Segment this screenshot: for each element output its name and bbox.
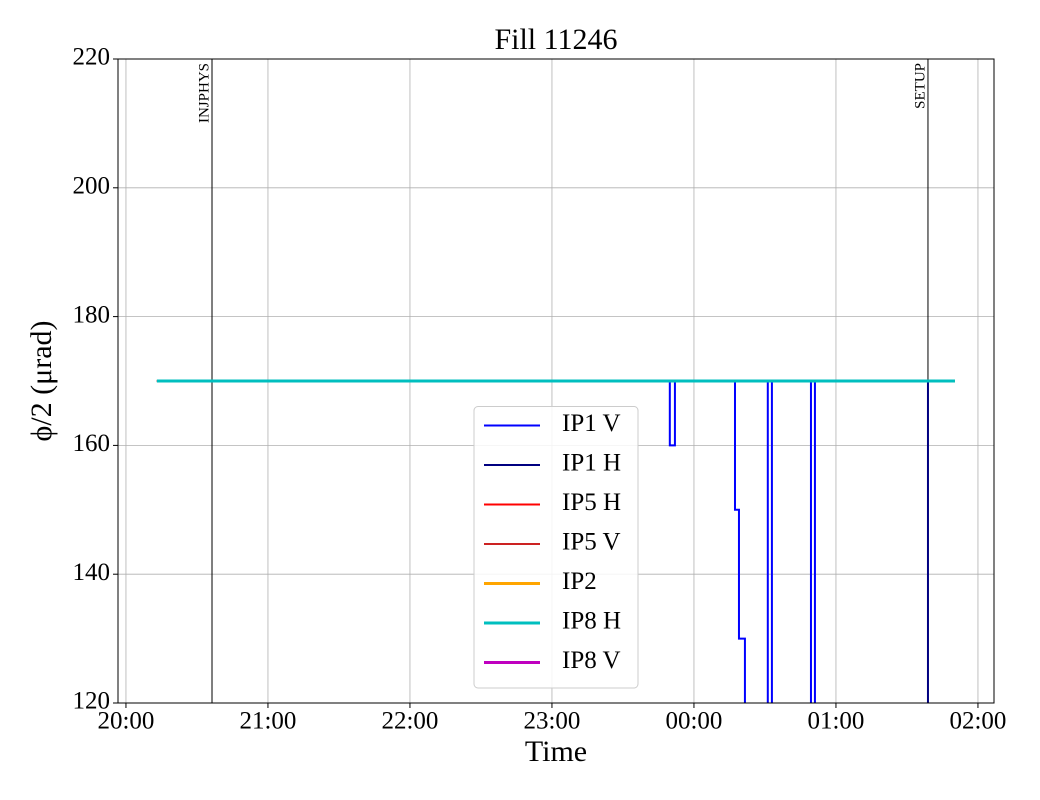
legend-label: IP5 V (562, 529, 621, 556)
legend-label: IP1 H (562, 450, 621, 477)
y-tick-label: 160 (73, 430, 111, 457)
legend-label: IP2 (562, 568, 597, 595)
y-tick-label: 180 (73, 301, 111, 328)
legend-label: IP5 H (562, 489, 621, 516)
plot-frame (117, 58, 995, 704)
series-line (156, 380, 816, 703)
legend-label: IP8 H (562, 608, 621, 635)
y-tick-label: 220 (73, 44, 111, 71)
x-axis-label: Time (525, 735, 587, 768)
x-tick-label: 01:00 (807, 708, 864, 735)
x-tick-label: 21:00 (239, 708, 296, 735)
y-tick-label: 200 (73, 173, 111, 200)
x-tick-label: 00:00 (665, 708, 722, 735)
x-tick-label: 23:00 (523, 708, 580, 735)
legend-label: IP1 V (562, 410, 621, 437)
x-tick-label: 22:00 (381, 708, 438, 735)
event-label: SETUP (912, 63, 928, 109)
x-tick-label: 20:00 (97, 708, 154, 735)
legend-box (473, 406, 639, 689)
y-axis-label: ϕ/2 (μrad) (25, 321, 58, 442)
legend-label: IP8 V (562, 647, 621, 674)
x-tick-label: 02:00 (949, 708, 1006, 735)
chart-title: Fill 11246 (494, 23, 617, 56)
y-tick-label: 120 (73, 688, 111, 715)
event-label: INJPHYS (196, 63, 212, 123)
y-tick-label: 140 (73, 559, 111, 586)
plot-area (156, 379, 955, 703)
